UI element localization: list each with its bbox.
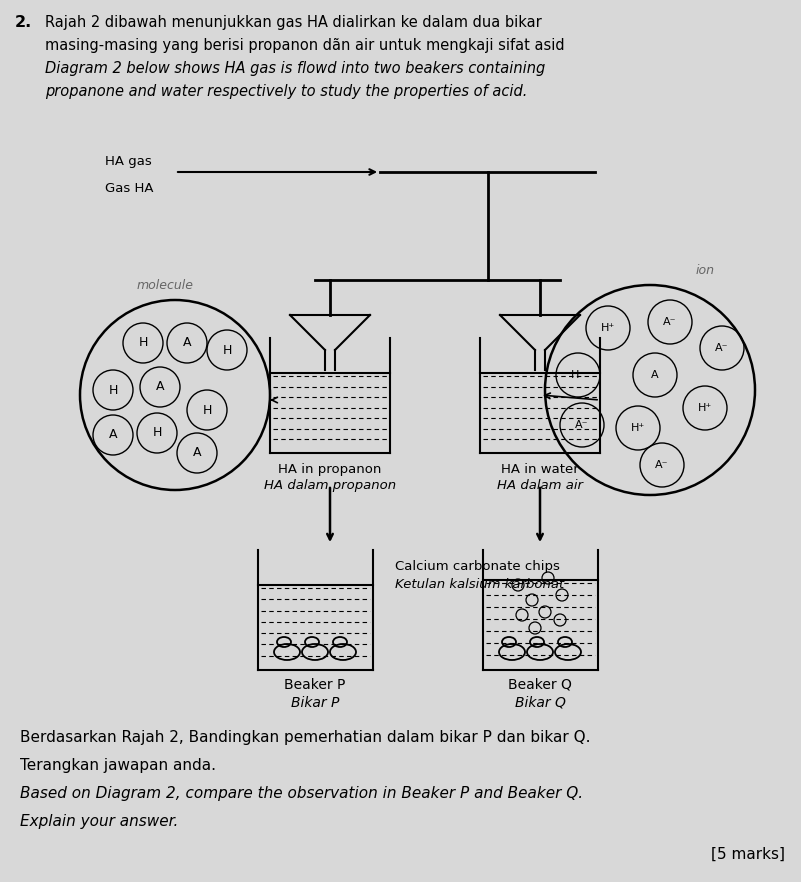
Text: A: A xyxy=(651,370,658,380)
Text: A⁻: A⁻ xyxy=(655,460,669,470)
Text: 2.: 2. xyxy=(15,15,32,30)
Text: A: A xyxy=(193,446,201,460)
Text: Gas HA: Gas HA xyxy=(105,182,154,195)
Text: masing-masing yang berisi propanon dãn air untuk mengkaji sifat asid: masing-masing yang berisi propanon dãn a… xyxy=(45,38,565,53)
Text: [5 marks]: [5 marks] xyxy=(711,847,785,862)
Text: Beaker P: Beaker P xyxy=(284,678,346,692)
Text: Bikar Q: Bikar Q xyxy=(514,696,566,710)
Text: Berdasarkan Rajah 2, Bandingkan pemerhatian dalam bikar P dan bikar Q.: Berdasarkan Rajah 2, Bandingkan pemerhat… xyxy=(20,730,590,745)
Text: Calcium carbonate chips: Calcium carbonate chips xyxy=(395,560,560,573)
Text: HA dalam propanon: HA dalam propanon xyxy=(264,479,396,492)
Text: H⁺: H⁺ xyxy=(631,423,645,433)
Text: Bikar P: Bikar P xyxy=(291,696,339,710)
Text: H: H xyxy=(108,384,118,397)
Text: HA in water: HA in water xyxy=(501,463,579,476)
Text: Diagram 2 below shows HA gas is flowd into two beakers containing: Diagram 2 below shows HA gas is flowd in… xyxy=(45,61,545,76)
Text: A: A xyxy=(155,380,164,393)
Text: H: H xyxy=(203,403,211,416)
Text: Based on Diagram 2, compare the observation in Beaker P and Beaker Q.: Based on Diagram 2, compare the observat… xyxy=(20,786,583,801)
Text: H⁺: H⁺ xyxy=(698,403,712,413)
Text: Explain your answer.: Explain your answer. xyxy=(20,814,179,829)
Text: H: H xyxy=(139,337,147,349)
Text: HA dalam air: HA dalam air xyxy=(497,479,583,492)
Text: A: A xyxy=(109,429,117,442)
Text: H: H xyxy=(223,343,231,356)
Text: molecule: molecule xyxy=(136,279,194,292)
Text: Rajah 2 dibawah menunjukkan gas HA dialirkan ke dalam dua bikar: Rajah 2 dibawah menunjukkan gas HA diali… xyxy=(45,15,541,30)
Text: propanone and water respectively to study the properties of acid.: propanone and water respectively to stud… xyxy=(45,84,527,99)
Text: Beaker Q: Beaker Q xyxy=(508,678,572,692)
Text: A⁻: A⁻ xyxy=(715,343,729,353)
Text: HA gas: HA gas xyxy=(105,155,151,168)
Text: A: A xyxy=(183,337,191,349)
Text: A⁻: A⁻ xyxy=(663,317,677,327)
Text: Terangkan jawapan anda.: Terangkan jawapan anda. xyxy=(20,758,216,773)
Text: H⁻: H⁻ xyxy=(571,370,585,380)
Text: H: H xyxy=(152,427,162,439)
Text: A⁻: A⁻ xyxy=(575,420,589,430)
Text: H⁺: H⁺ xyxy=(601,323,615,333)
Text: ion: ion xyxy=(695,264,714,277)
Text: HA in propanon: HA in propanon xyxy=(278,463,382,476)
Text: Ketulan kalsium karbonat: Ketulan kalsium karbonat xyxy=(395,578,564,591)
